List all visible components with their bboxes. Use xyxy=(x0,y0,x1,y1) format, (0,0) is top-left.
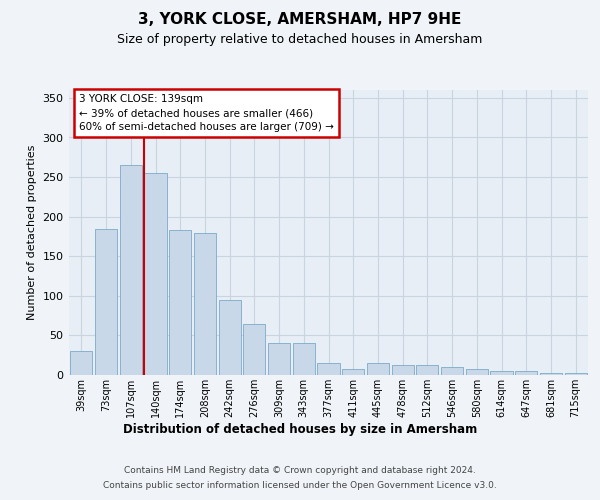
Text: Size of property relative to detached houses in Amersham: Size of property relative to detached ho… xyxy=(118,32,482,46)
Y-axis label: Number of detached properties: Number of detached properties xyxy=(27,145,37,320)
Bar xyxy=(317,363,340,375)
Bar xyxy=(392,364,414,375)
Bar xyxy=(515,371,538,375)
Bar xyxy=(95,228,117,375)
Text: 3, YORK CLOSE, AMERSHAM, HP7 9HE: 3, YORK CLOSE, AMERSHAM, HP7 9HE xyxy=(139,12,461,28)
Text: Distribution of detached houses by size in Amersham: Distribution of detached houses by size … xyxy=(123,422,477,436)
Bar xyxy=(243,324,265,375)
Text: Contains public sector information licensed under the Open Government Licence v3: Contains public sector information licen… xyxy=(103,481,497,490)
Bar xyxy=(70,351,92,375)
Bar xyxy=(416,364,439,375)
Text: Contains HM Land Registry data © Crown copyright and database right 2024.: Contains HM Land Registry data © Crown c… xyxy=(124,466,476,475)
Bar xyxy=(119,165,142,375)
Bar xyxy=(367,363,389,375)
Text: 3 YORK CLOSE: 139sqm
← 39% of detached houses are smaller (466)
60% of semi-deta: 3 YORK CLOSE: 139sqm ← 39% of detached h… xyxy=(79,94,334,132)
Bar xyxy=(145,173,167,375)
Bar xyxy=(169,230,191,375)
Bar xyxy=(441,367,463,375)
Bar xyxy=(194,232,216,375)
Bar xyxy=(293,344,315,375)
Bar xyxy=(342,368,364,375)
Bar xyxy=(268,344,290,375)
Bar xyxy=(490,371,512,375)
Bar xyxy=(218,300,241,375)
Bar xyxy=(565,372,587,375)
Bar xyxy=(466,370,488,375)
Bar xyxy=(540,372,562,375)
